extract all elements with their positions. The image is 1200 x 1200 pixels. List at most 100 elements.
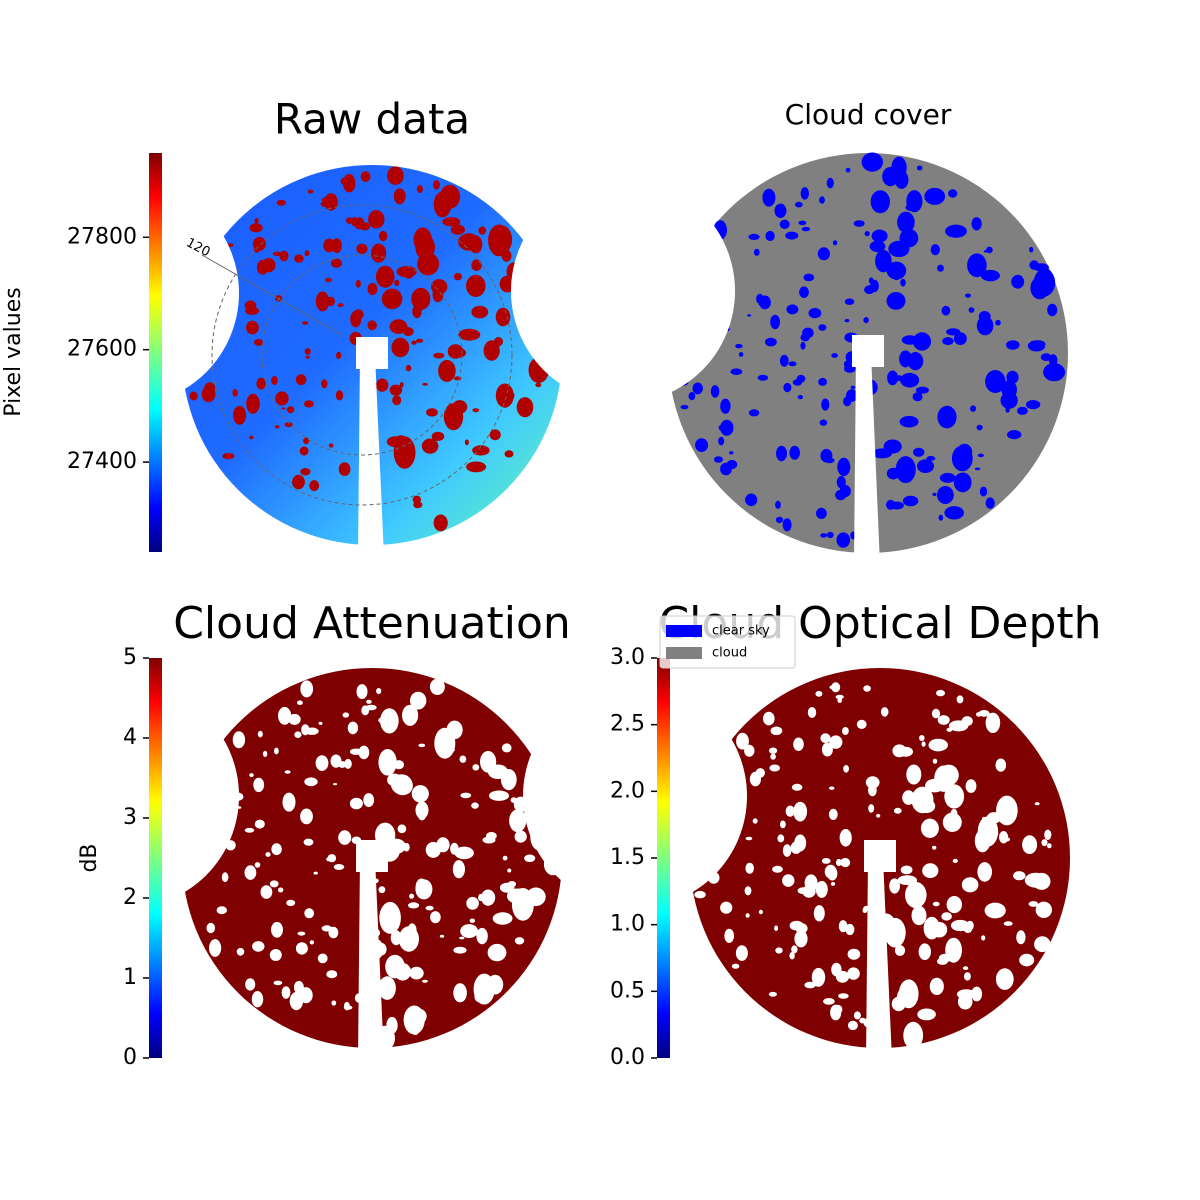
cloud-patch [209, 939, 222, 957]
cloud-patch [789, 445, 800, 460]
cloud-patch [489, 790, 509, 801]
cloud-patch [375, 265, 395, 288]
cloud-patch [776, 445, 787, 462]
cloud-patch [985, 370, 1006, 393]
cloud-patch [447, 344, 464, 359]
cloud-patch [789, 920, 804, 931]
cloud-patch [390, 930, 402, 946]
cloud-patch [932, 901, 940, 907]
cloud-patch [939, 472, 956, 483]
cloud-patch [907, 352, 924, 371]
cloud-patch [829, 735, 843, 749]
cloud-patch [891, 175, 901, 184]
cloud-patch [390, 774, 413, 795]
cloud-patch [938, 953, 953, 963]
panel-title: Cloud Attenuation [173, 598, 571, 649]
cloud-patch [871, 229, 888, 243]
cloud-patch [430, 911, 441, 924]
cloud-patch [798, 220, 807, 226]
obstruction [15, 181, 239, 405]
cloud-patch [952, 858, 958, 864]
cloud-patch [905, 881, 927, 909]
cloud-patch [304, 777, 318, 787]
cloud-patch [349, 797, 363, 810]
cloud-patch [945, 224, 967, 238]
cloud-patch [842, 727, 849, 735]
cloud-patch [249, 435, 254, 440]
cloud-patch [392, 395, 402, 406]
cloud-patch [278, 706, 292, 725]
cloud-patch [977, 862, 992, 882]
colorbar-tick-label: 0.5 [610, 978, 645, 1003]
cloud-patch [838, 920, 848, 933]
cloud-patch [271, 921, 283, 938]
colorbar-tick-label: 1.0 [610, 912, 645, 937]
cloud-patch [275, 391, 289, 406]
cloud-patch [828, 808, 838, 821]
cloud-patch [937, 405, 957, 429]
cloud-patch [777, 834, 785, 843]
cloud-patch [1035, 901, 1053, 918]
cloud-patch [801, 226, 811, 232]
cloud-patch [965, 779, 977, 793]
cloud-patch [868, 804, 875, 813]
cloud-patch [876, 814, 881, 818]
cloud-patch [495, 307, 511, 327]
cloud-patch [1011, 274, 1025, 289]
cloud-patch [770, 726, 783, 736]
cloud-patch [932, 758, 938, 764]
cloud-patch [937, 715, 950, 725]
cloud-patch [416, 185, 423, 194]
cloud-patch [458, 328, 481, 341]
cloud-patch [847, 1020, 858, 1031]
cloud-patch [412, 495, 421, 504]
cloud-patch [753, 248, 760, 256]
cloud-patch [294, 731, 302, 738]
cloud-patch [925, 778, 945, 793]
cloud-patch [768, 991, 778, 997]
cloud-patch [246, 320, 259, 335]
cloud-patch [906, 764, 922, 785]
cloud-patch [835, 694, 844, 700]
cloud-patch [426, 408, 438, 417]
cloud-patch [965, 293, 971, 298]
cloud-patch [774, 203, 787, 218]
cloud-patch [271, 376, 278, 385]
cloud-patch [297, 931, 306, 936]
cloud-patch [397, 824, 407, 834]
cloud-patch [433, 180, 440, 190]
cloud-patch [915, 386, 929, 394]
cloud-patch [922, 863, 939, 879]
cloud-patch [389, 319, 408, 334]
cloud-patch [713, 456, 723, 463]
cloud-patch [917, 1008, 936, 1021]
cloud-patch [317, 953, 328, 964]
cloud-patch [817, 247, 831, 261]
cloud-patch [1029, 246, 1034, 253]
legend-swatch [666, 625, 702, 637]
cloud-patch [692, 382, 703, 395]
cloud-patch [818, 324, 827, 331]
cloud-patch [452, 400, 468, 414]
cloud-patch [769, 747, 778, 754]
cloud-patch [413, 227, 432, 252]
cloud-patch [926, 456, 936, 461]
cloud-patch [864, 231, 870, 237]
cloud-patch [823, 998, 835, 1005]
cloud-patch [845, 923, 855, 936]
cloud-patch [402, 704, 419, 726]
cloud-patch [1007, 430, 1022, 440]
cloud-patch [346, 217, 353, 224]
cloud-patch [695, 438, 709, 452]
cloud-patch [429, 678, 445, 695]
cloud-patch [892, 272, 901, 281]
cloud-patch [886, 292, 906, 310]
cloud-patch [297, 700, 303, 705]
cloud-patch [793, 801, 808, 822]
cloud-patch [758, 295, 771, 310]
cloud-patch [837, 457, 851, 477]
cloud-patch [302, 321, 309, 325]
cloud-patch [929, 977, 944, 996]
cloud-patch [315, 291, 330, 312]
cloud-patch [1019, 953, 1035, 967]
